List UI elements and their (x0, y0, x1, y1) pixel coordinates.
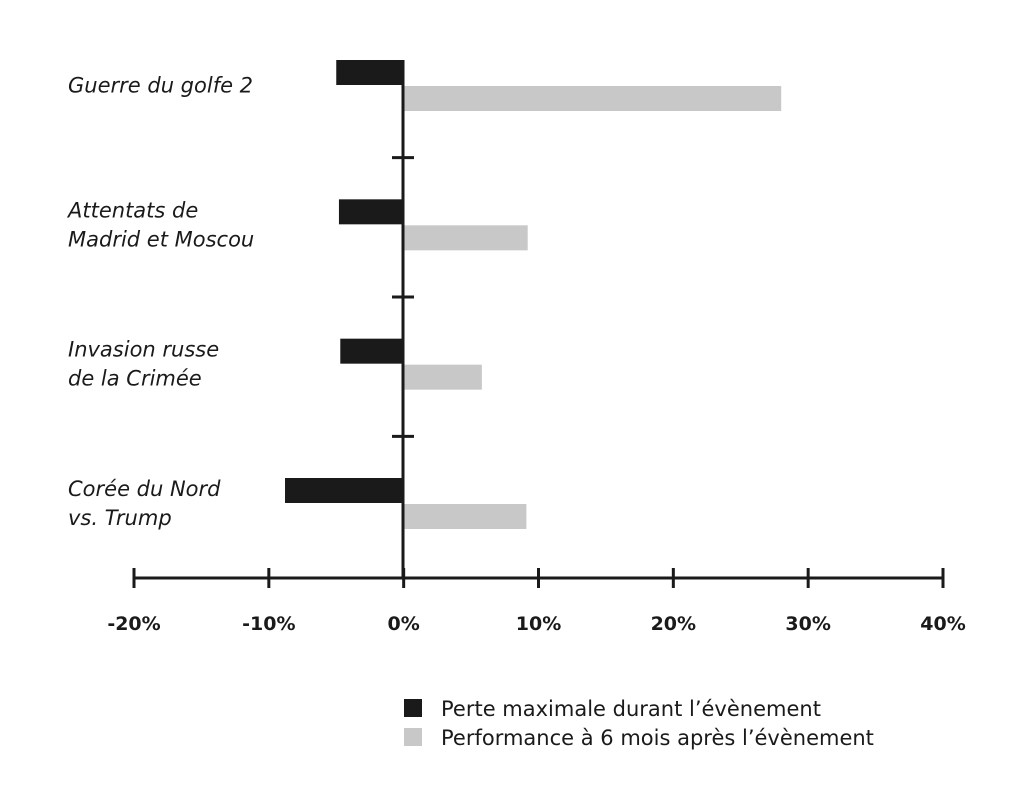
x-tick-label: 0% (388, 613, 420, 635)
category-label: Attentats de Madrid et Moscou (66, 198, 254, 251)
x-tick-label: -20% (107, 613, 160, 635)
category-label: Invasion russe de la Crimée (68, 338, 219, 391)
category-label-line: Attentats de (66, 198, 198, 222)
category-label-line: vs. Trump (68, 506, 172, 530)
bar-max-loss (338, 199, 404, 225)
x-tick-label: 20% (651, 613, 696, 635)
bar-six-month-performance (403, 225, 528, 251)
category-labels: Guerre du golfe 2 Attentats de Madrid et M… (66, 74, 254, 531)
category-label-line: Guerre du golfe 2 (68, 74, 253, 98)
x-tick-label: 40% (920, 613, 965, 635)
x-tick-label: 30% (785, 613, 830, 635)
bar-six-month-performance (403, 504, 527, 529)
legend-label-six-month-performance: Performance à 6 mois après l’évènement (441, 726, 874, 750)
bar-max-loss (336, 60, 404, 85)
category-label-line: Madrid et Moscou (68, 227, 254, 251)
bar-six-month-performance (403, 86, 782, 111)
category-label: Guerre du golfe 2 (68, 74, 253, 98)
bar-six-month-performance (403, 364, 482, 390)
category-label-line: Invasion russe (68, 338, 219, 362)
legend: Perte maximale durant l’évènement Perform… (404, 697, 874, 750)
legend-label-max-loss: Perte maximale durant l’évènement (441, 697, 821, 721)
x-tick-label: 10% (516, 613, 561, 635)
x-axis-ticks: -20% -10% 0% 10% 20% 30% 40% (107, 568, 966, 635)
x-tick-label: -10% (242, 613, 295, 635)
category-separators (392, 156, 414, 438)
bar-max-loss (340, 338, 404, 364)
legend-swatch-max-loss (404, 699, 422, 717)
category-label: Corée du Nord vs. Trump (68, 477, 221, 530)
bar-max-loss (285, 478, 404, 503)
category-label-line: Corée du Nord (68, 477, 221, 501)
legend-swatch-six-month-performance (404, 728, 422, 746)
category-label-line: de la Crimée (68, 367, 202, 391)
bars-group (285, 60, 782, 529)
